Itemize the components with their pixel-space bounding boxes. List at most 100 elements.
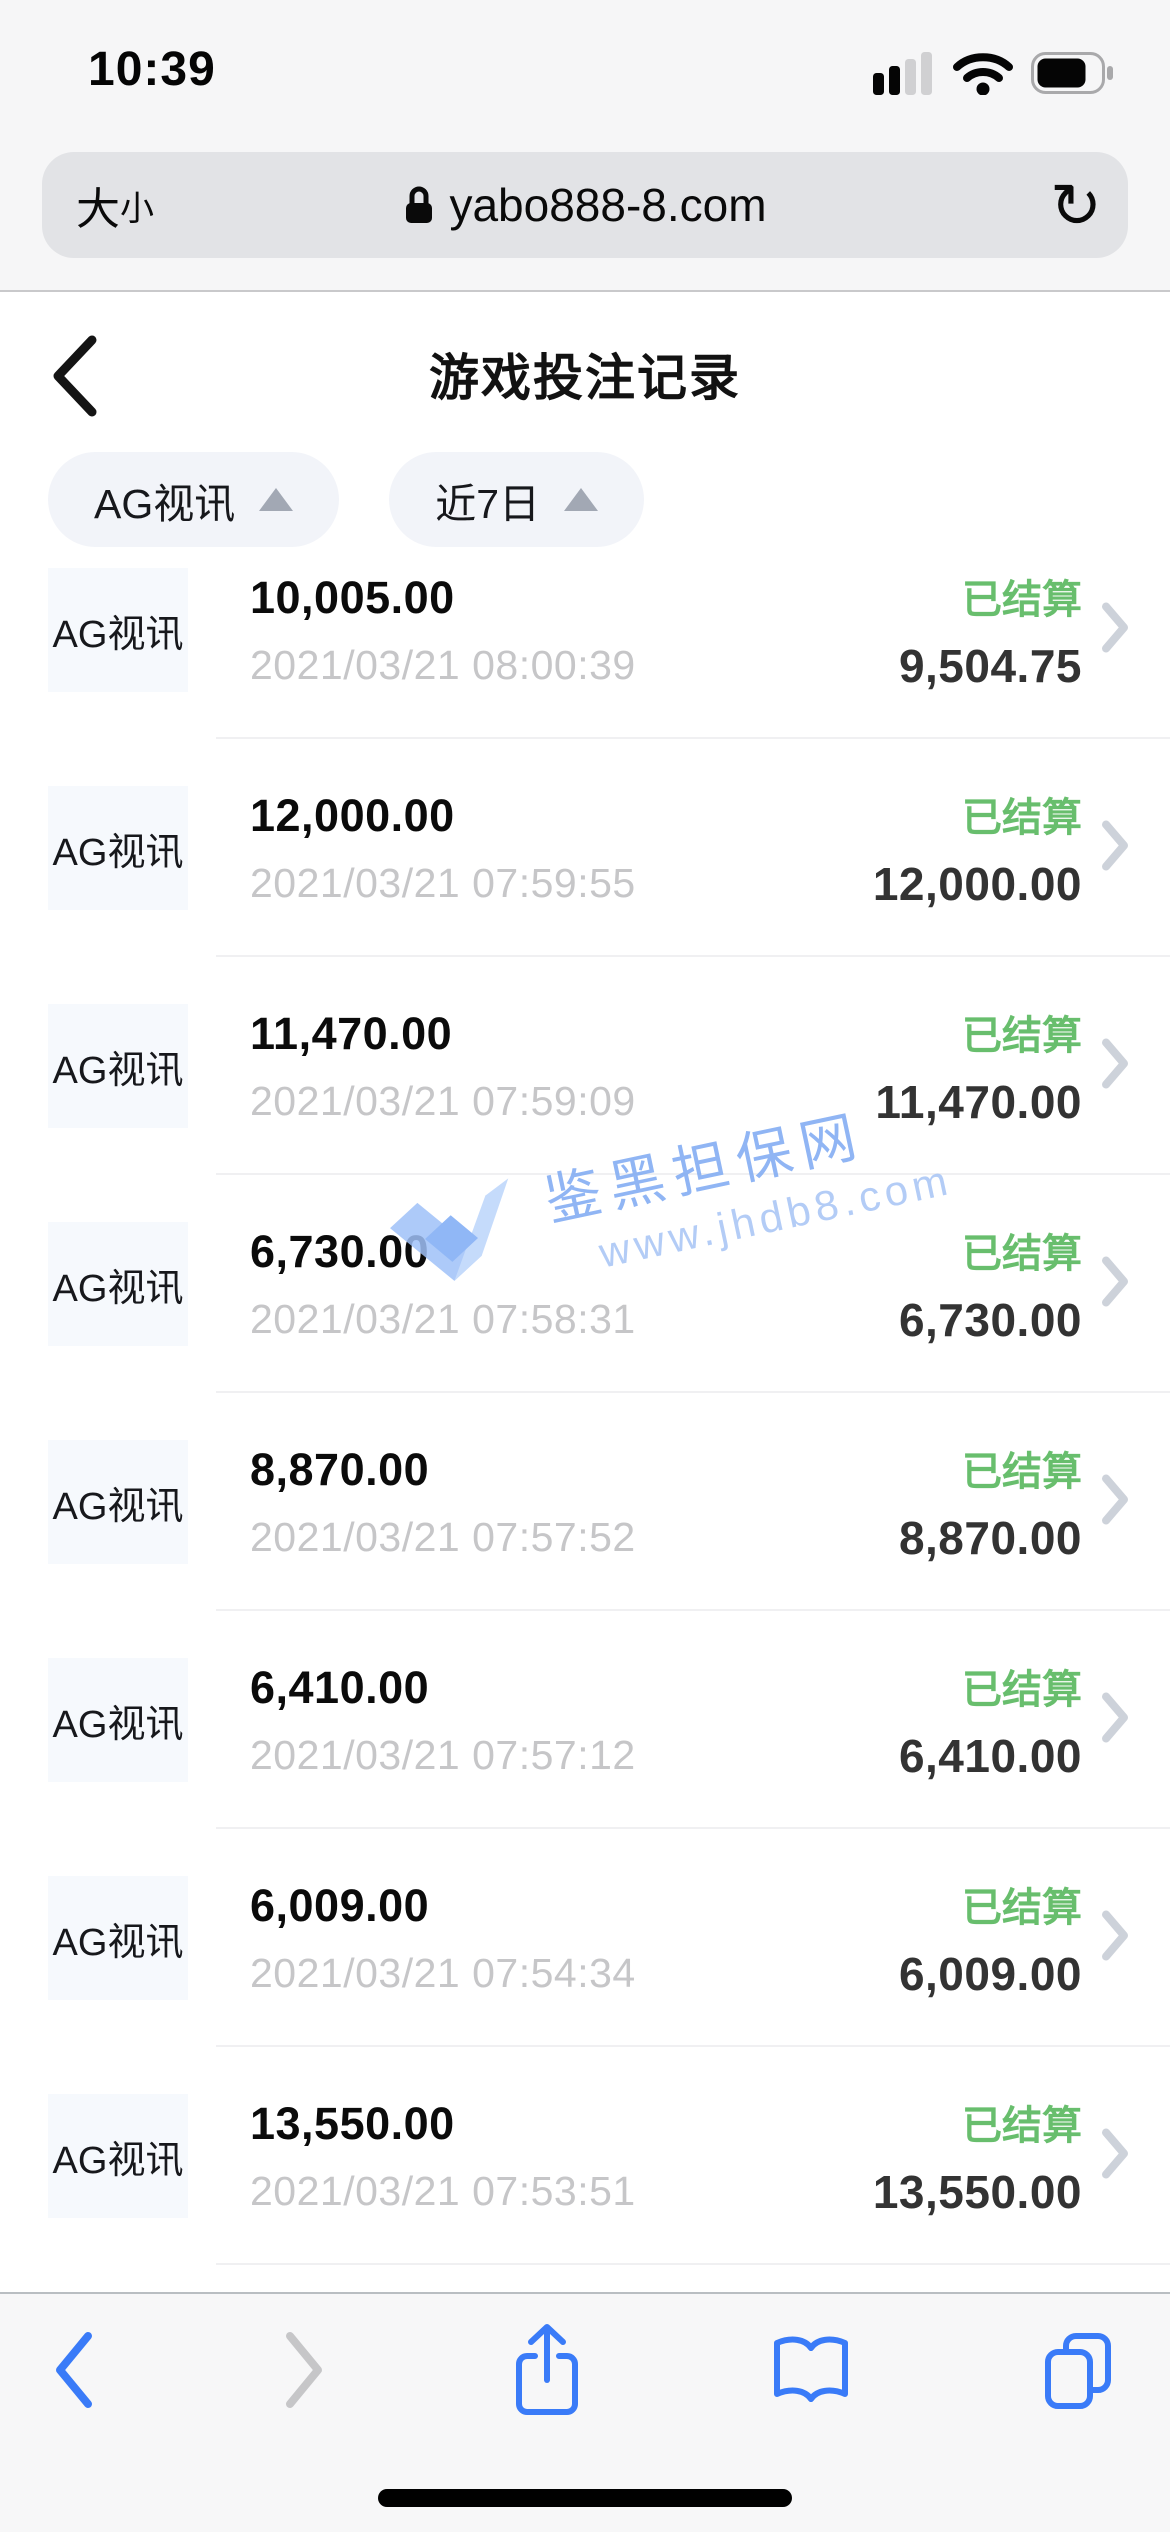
bet-datetime: 2021/03/21 08:00:39 bbox=[250, 641, 636, 688]
tabs-icon bbox=[1045, 2333, 1111, 2409]
bet-datetime: 2021/03/21 07:57:12 bbox=[250, 1731, 636, 1778]
bet-datetime: 2021/03/21 07:59:55 bbox=[250, 859, 636, 906]
back-button[interactable] bbox=[48, 332, 108, 420]
record-right: 已结算 9,504.75 bbox=[899, 567, 1082, 693]
record-right: 已结算 8,870.00 bbox=[899, 1439, 1082, 1565]
address-field[interactable]: yabo888-8.com bbox=[42, 152, 1128, 258]
chevron-back-icon bbox=[56, 2332, 92, 2408]
filter-date-range-label: 近7日 bbox=[435, 480, 541, 527]
record-row[interactable]: AG视讯 8,870.00 2021/03/21 07:57:52 已结算 8,… bbox=[0, 1393, 1170, 1611]
chevron-forward-icon bbox=[285, 2332, 322, 2408]
settle-amount: 8,870.00 bbox=[898, 1512, 1082, 1564]
chevron-right-icon bbox=[1100, 601, 1130, 660]
record-right: 已结算 6,730.00 bbox=[899, 1221, 1082, 1347]
record-main: 8,870.00 2021/03/21 07:57:52 bbox=[250, 1444, 636, 1561]
chevron-right-icon bbox=[1100, 1473, 1130, 1532]
triangle-up-icon bbox=[259, 488, 294, 511]
toolbar-share-button[interactable] bbox=[509, 2322, 585, 2418]
cellular-signal-icon bbox=[873, 52, 932, 95]
chevron-right-icon bbox=[1100, 1691, 1130, 1750]
status-icons bbox=[873, 50, 1115, 96]
status-badge: 已结算 bbox=[962, 1232, 1082, 1276]
record-right: 已结算 6,410.00 bbox=[899, 1657, 1082, 1783]
record-main: 6,009.00 2021/03/21 07:54:34 bbox=[250, 1880, 636, 1997]
bet-amount: 6,410.00 bbox=[250, 1661, 430, 1713]
settle-amount: 6,410.00 bbox=[898, 1730, 1082, 1782]
record-right: 已结算 12,000.00 bbox=[873, 785, 1082, 911]
filter-date-range[interactable]: 近7日 bbox=[389, 452, 645, 547]
records-list: AG视讯 10,005.00 2021/03/21 08:00:39 已结算 9… bbox=[0, 521, 1170, 2265]
filter-game-type[interactable]: AG视讯 bbox=[48, 452, 340, 547]
filter-game-type-label: AG视讯 bbox=[94, 480, 236, 527]
text-size-large-label: 大 bbox=[76, 185, 120, 234]
page-title: 游戏投注记录 bbox=[429, 350, 741, 406]
bet-datetime: 2021/03/21 07:57:52 bbox=[250, 1513, 636, 1560]
record-main: 6,410.00 2021/03/21 07:57:12 bbox=[250, 1662, 636, 1779]
bet-amount: 8,870.00 bbox=[250, 1443, 430, 1495]
status-badge: 已结算 bbox=[962, 796, 1082, 840]
toolbar-forward-button[interactable] bbox=[280, 2330, 328, 2410]
toolbar-bookmarks-button[interactable] bbox=[767, 2330, 855, 2410]
reload-icon: ↻ bbox=[1050, 171, 1102, 241]
home-indicator[interactable] bbox=[378, 2489, 792, 2507]
toolbar-back-button[interactable] bbox=[50, 2330, 98, 2410]
record-row[interactable]: AG视讯 6,410.00 2021/03/21 07:57:12 已结算 6,… bbox=[0, 1611, 1170, 1829]
wifi-icon bbox=[953, 53, 1013, 95]
page-header: 游戏投注记录 bbox=[0, 294, 1170, 454]
record-row[interactable]: AG视讯 6,730.00 2021/03/21 07:58:31 已结算 6,… bbox=[0, 1175, 1170, 1393]
status-badge: 已结算 bbox=[962, 578, 1082, 622]
battery-icon bbox=[1031, 52, 1113, 94]
share-icon bbox=[516, 2324, 578, 2415]
text-size-small-label: 小 bbox=[120, 189, 154, 228]
status-badge: 已结算 bbox=[962, 1450, 1082, 1494]
settle-amount: 9,504.75 bbox=[898, 640, 1082, 692]
record-main: 6,730.00 2021/03/21 07:58:31 bbox=[250, 1226, 636, 1343]
record-row[interactable]: AG视讯 13,550.00 2021/03/21 07:53:51 已结算 1… bbox=[0, 2047, 1170, 2265]
text-size-button[interactable]: 大小 bbox=[76, 152, 154, 258]
bet-amount: 6,730.00 bbox=[250, 1225, 430, 1277]
settle-amount: 6,730.00 bbox=[898, 1294, 1082, 1346]
lock-icon bbox=[406, 186, 433, 223]
bet-datetime: 2021/03/21 07:54:34 bbox=[250, 1949, 636, 1996]
record-row[interactable]: AG视讯 10,005.00 2021/03/21 08:00:39 已结算 9… bbox=[0, 521, 1170, 739]
game-tag: AG视讯 bbox=[48, 2094, 188, 2218]
book-icon bbox=[773, 2336, 848, 2402]
bet-datetime: 2021/03/21 07:59:09 bbox=[250, 1077, 636, 1124]
browser-top-chrome: 10:39 大小 bbox=[0, 0, 1170, 292]
record-row[interactable]: AG视讯 6,009.00 2021/03/21 07:54:34 已结算 6,… bbox=[0, 1829, 1170, 2047]
bet-amount: 6,009.00 bbox=[250, 1879, 430, 1931]
game-tag: AG视讯 bbox=[48, 1004, 188, 1128]
game-tag: AG视讯 bbox=[48, 1440, 188, 1564]
chevron-right-icon bbox=[1100, 819, 1130, 878]
status-badge: 已结算 bbox=[962, 2104, 1082, 2148]
settle-amount: 13,550.00 bbox=[872, 2166, 1082, 2218]
chevron-right-icon bbox=[1100, 2127, 1130, 2186]
record-right: 已结算 6,009.00 bbox=[899, 1875, 1082, 2001]
url-bar[interactable]: 大小 yabo888-8.com ↻ bbox=[42, 152, 1128, 258]
triangle-up-icon bbox=[564, 488, 599, 511]
game-tag: AG视讯 bbox=[48, 1658, 188, 1782]
game-tag: AG视讯 bbox=[48, 786, 188, 910]
bet-amount: 11,470.00 bbox=[250, 1007, 453, 1059]
record-main: 13,550.00 2021/03/21 07:53:51 bbox=[250, 2098, 636, 2215]
settle-amount: 11,470.00 bbox=[875, 1076, 1082, 1128]
toolbar-tabs-button[interactable] bbox=[1036, 2328, 1120, 2412]
filter-row: AG视讯 近7日 bbox=[48, 452, 645, 547]
record-row[interactable]: AG视讯 11,470.00 2021/03/21 07:59:09 已结算 1… bbox=[0, 957, 1170, 1175]
record-row[interactable]: AG视讯 12,000.00 2021/03/21 07:59:55 已结算 1… bbox=[0, 739, 1170, 957]
chevron-left-icon bbox=[53, 335, 97, 417]
record-main: 12,000.00 2021/03/21 07:59:55 bbox=[250, 790, 636, 907]
game-tag: AG视讯 bbox=[48, 1876, 188, 2000]
reload-button[interactable]: ↻ bbox=[1050, 152, 1102, 258]
status-badge: 已结算 bbox=[962, 1668, 1082, 1712]
bet-amount: 10,005.00 bbox=[250, 571, 455, 623]
record-main: 11,470.00 2021/03/21 07:59:09 bbox=[250, 1008, 636, 1125]
record-right: 已结算 13,550.00 bbox=[873, 2093, 1082, 2219]
bet-datetime: 2021/03/21 07:53:51 bbox=[250, 2167, 636, 2214]
game-tag: AG视讯 bbox=[48, 568, 188, 692]
status-badge: 已结算 bbox=[962, 1014, 1082, 1058]
record-right: 已结算 11,470.00 bbox=[875, 1003, 1082, 1129]
bet-amount: 12,000.00 bbox=[250, 789, 455, 841]
chevron-right-icon bbox=[1100, 1909, 1130, 1968]
